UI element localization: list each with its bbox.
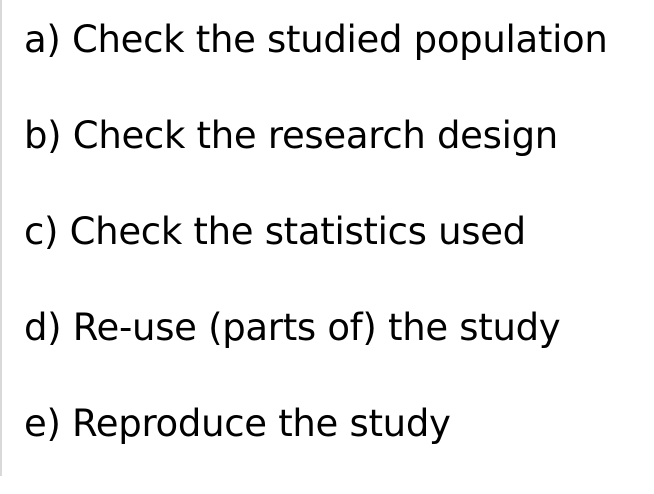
list-item-text: d) Re-use (parts of) the study <box>24 306 561 349</box>
list-item: e) Reproduce the study <box>24 398 608 494</box>
list-item-text: c) Check the statistics used <box>24 210 526 253</box>
slide-page: a) Check the studied population b) Check… <box>0 0 608 476</box>
list-item-text: b) Check the research design <box>24 114 558 157</box>
list-item-text: a) Check the studied population <box>24 18 608 61</box>
list-item-text: e) Reproduce the study <box>24 402 451 445</box>
list-item: d) Re-use (parts of) the study <box>24 302 608 398</box>
list-item: a) Check the studied population <box>24 14 608 110</box>
option-list: a) Check the studied population b) Check… <box>24 14 608 494</box>
list-item: b) Check the research design <box>24 110 608 206</box>
list-item: c) Check the statistics used <box>24 206 608 302</box>
